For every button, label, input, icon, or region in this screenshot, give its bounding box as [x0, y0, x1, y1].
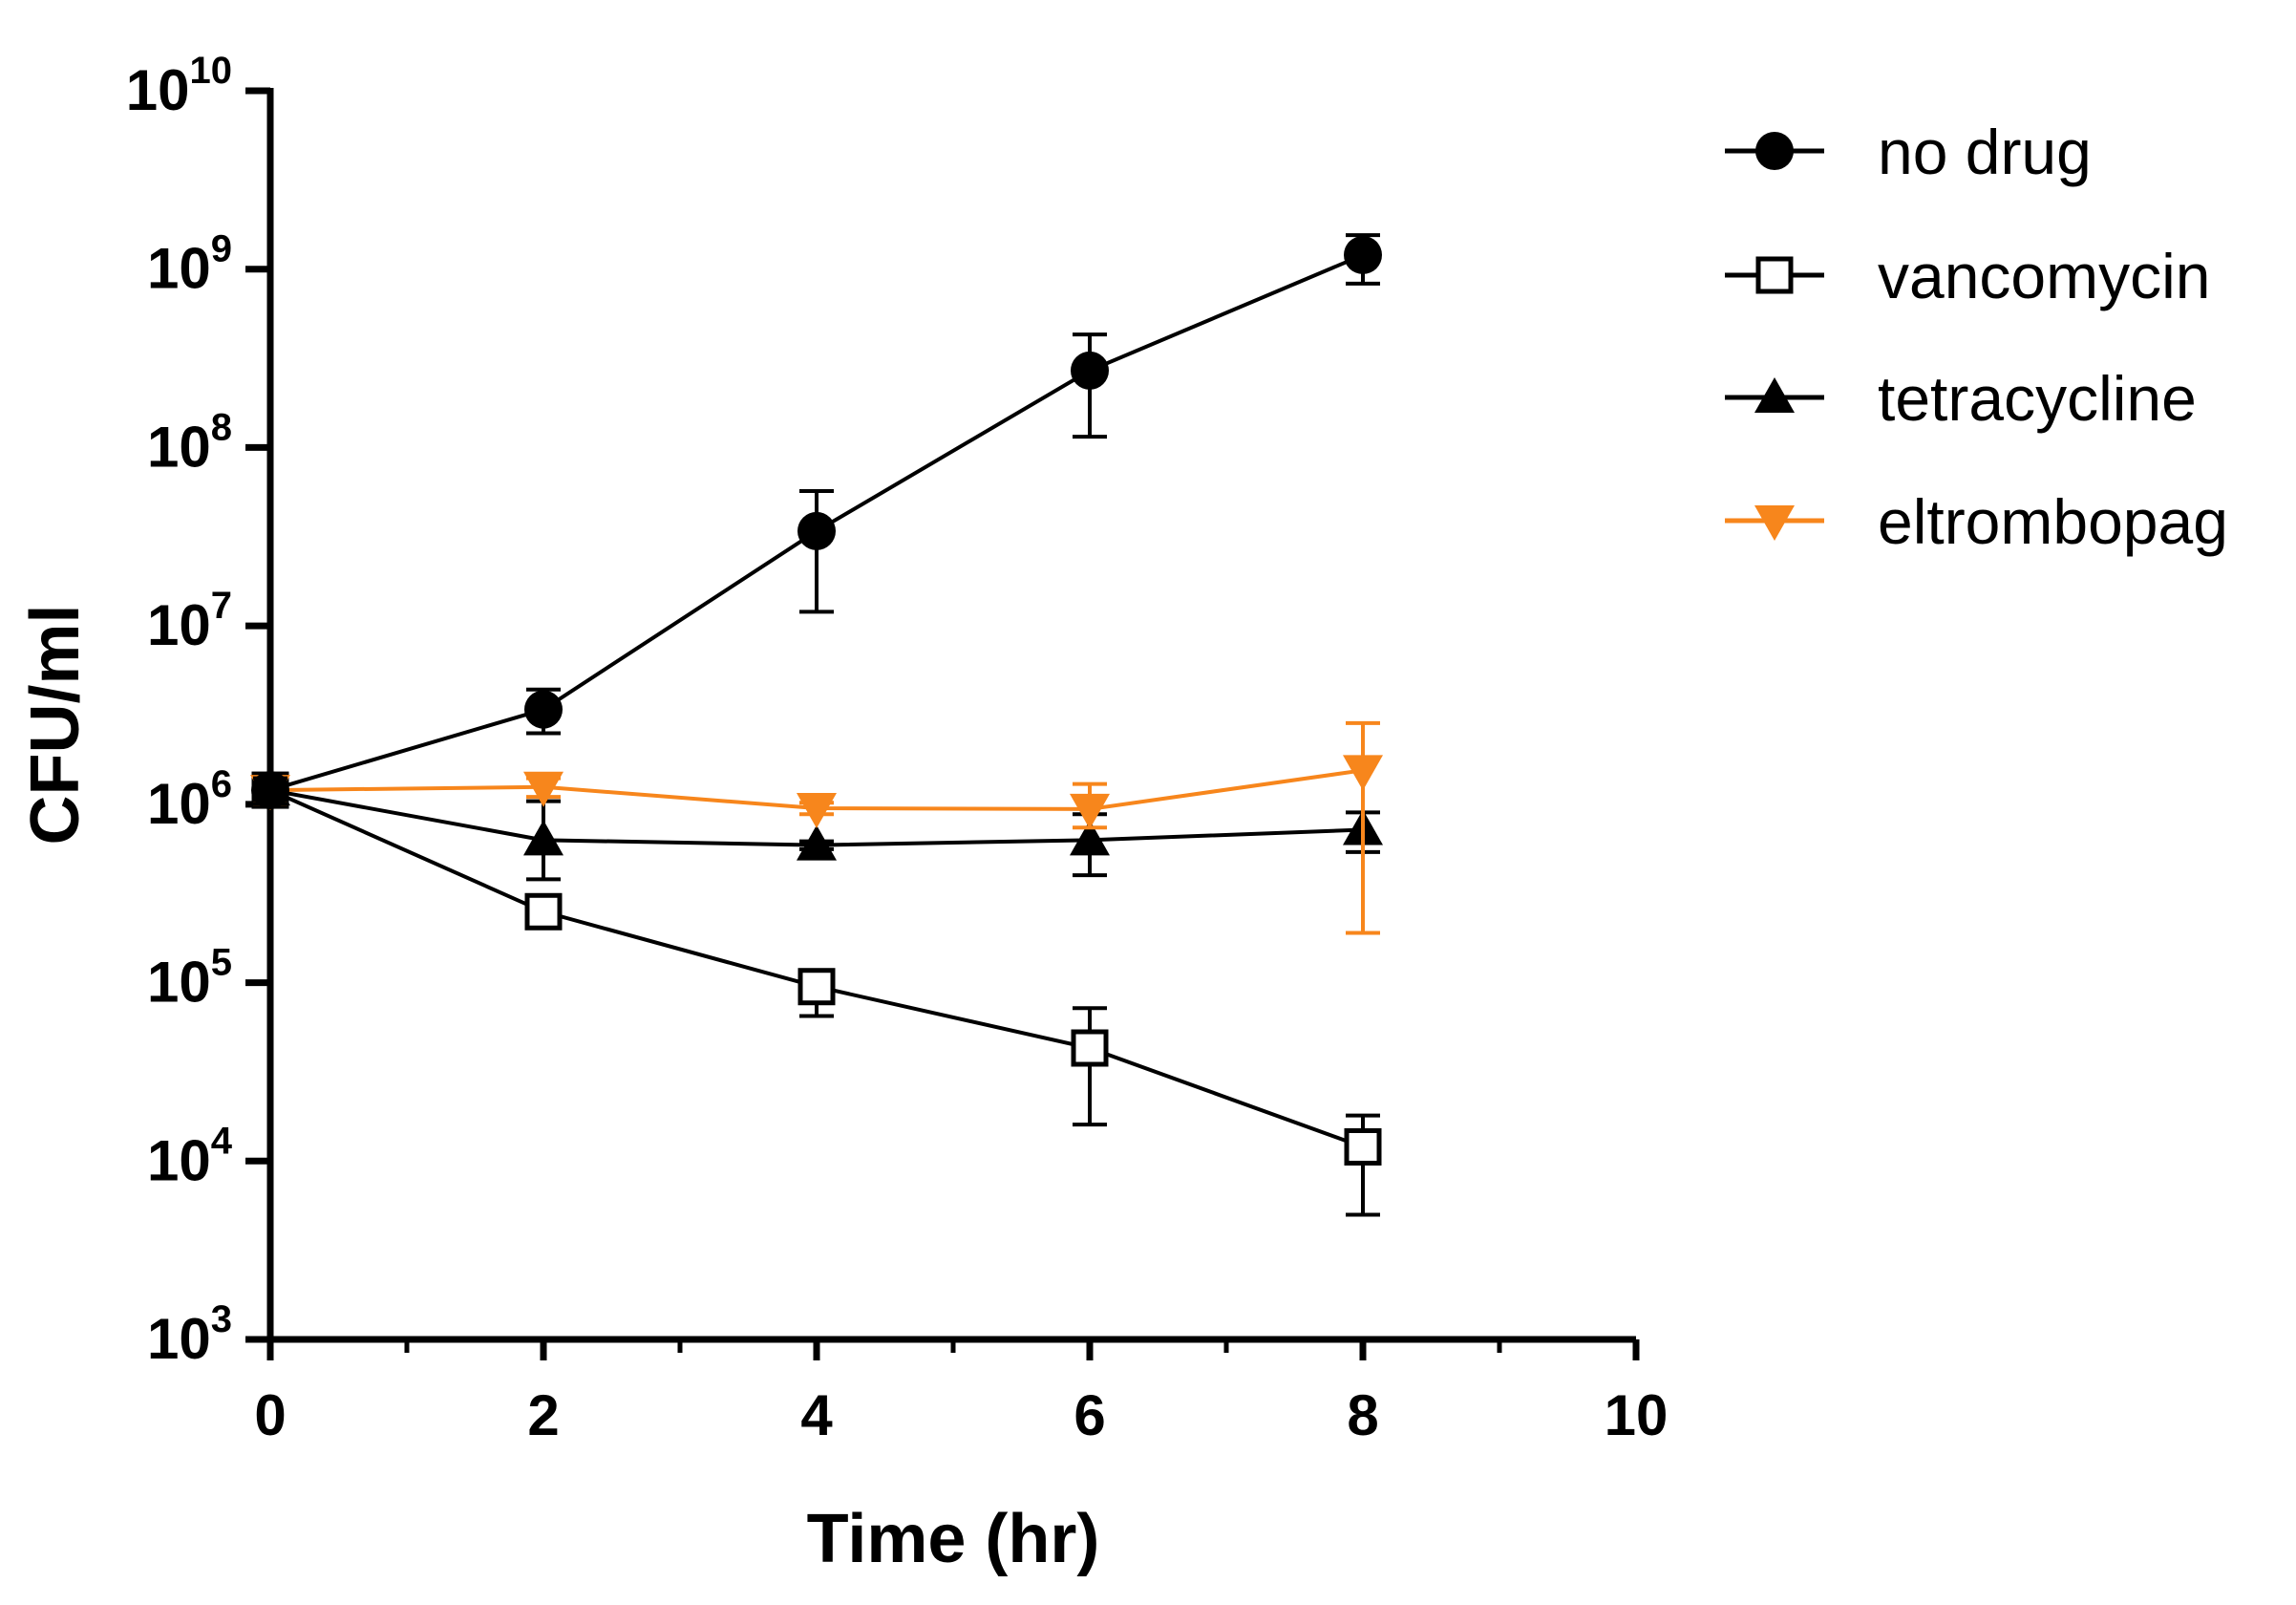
- legend-label: no drug: [1878, 117, 2092, 187]
- y-tick-label: 103: [147, 1298, 232, 1371]
- legend-item: eltrombopag: [1725, 486, 2228, 557]
- x-tick-label: 0: [254, 1383, 286, 1447]
- tetracycline-point: [797, 824, 837, 861]
- series-eltrombopag: [250, 720, 1383, 935]
- legend-item: tetracycline: [1725, 363, 2197, 434]
- vancomycin-point: [1071, 1029, 1109, 1067]
- x-tick-label: 10: [1605, 1383, 1669, 1447]
- eltrombopag-point: [1343, 755, 1383, 791]
- legend-marker: [1754, 505, 1795, 541]
- y-tick-label: 107: [147, 585, 232, 657]
- legend-item: no drug: [1725, 117, 2092, 187]
- vancomycin-point: [797, 968, 836, 1006]
- y-tick-label: 104: [147, 1120, 233, 1192]
- no-drug-point: [1071, 351, 1109, 390]
- legend-marker: [1755, 132, 1794, 170]
- no-drug-point: [251, 771, 289, 810]
- eltrombopag-point: [1070, 793, 1110, 829]
- vancomycin-point: [1344, 1128, 1382, 1166]
- no-drug-point: [797, 511, 836, 550]
- tetracycline-point: [523, 820, 563, 856]
- eltrombopag-point: [797, 793, 837, 829]
- legend-item: vancomycin: [1725, 241, 2210, 311]
- legend-label: vancomycin: [1878, 241, 2210, 311]
- y-tick-label: 109: [147, 228, 232, 301]
- x-tick-label: 4: [800, 1383, 833, 1447]
- y-tick-label: 1010: [126, 50, 232, 122]
- x-tick-label: 6: [1074, 1383, 1105, 1447]
- y-tick-label: 108: [147, 406, 232, 479]
- vancomycin-point: [524, 892, 563, 931]
- eltrombopag-point: [523, 771, 563, 807]
- legend-label: tetracycline: [1878, 363, 2197, 434]
- series-no-drug: [251, 233, 1382, 810]
- no-drug-point: [1344, 235, 1382, 274]
- y-axis-title: CFU/ml: [17, 605, 94, 845]
- y-tick-label: 105: [147, 942, 232, 1015]
- x-tick-label: 2: [527, 1383, 559, 1447]
- legend: no drug vancomycin tetracycline eltrombopag: [1725, 117, 2228, 557]
- legend-label: eltrombopag: [1878, 486, 2228, 557]
- no-drug-point: [524, 690, 563, 729]
- legend-marker: [1754, 377, 1795, 413]
- y-tick-label: 106: [147, 763, 232, 836]
- plot-series: [250, 233, 1383, 1217]
- axes: 0 2 4 6 8 10 103 104 105 106 107 108 109 1010: [126, 50, 1669, 1447]
- tetracycline-point: [1070, 820, 1110, 856]
- x-tick-label: 8: [1347, 1383, 1378, 1447]
- x-axis-title: Time (hr): [807, 1501, 1100, 1577]
- legend-marker: [1755, 256, 1794, 294]
